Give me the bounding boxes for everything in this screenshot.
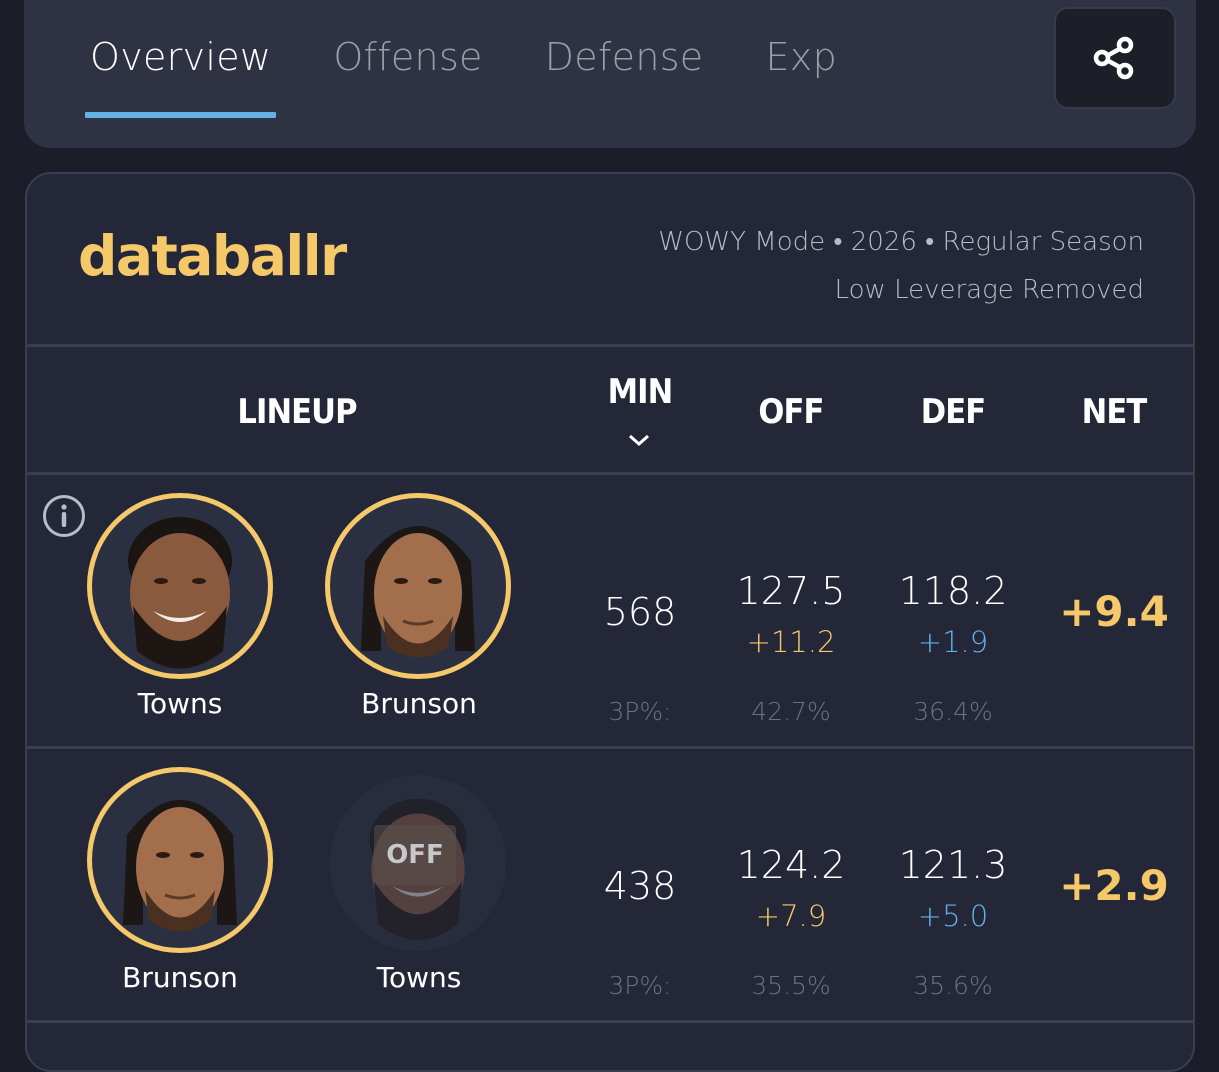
divider [27, 344, 1193, 347]
threep-label: 3P%: [608, 971, 672, 1000]
brand-logo: databallr [78, 224, 347, 288]
threep-label: 3P%: [608, 697, 672, 726]
tab-defense[interactable]: Defense [544, 35, 704, 79]
card-meta: WOWY Mode • 2026 • Regular Season Low Le… [658, 218, 1144, 314]
player-avatar-brunson[interactable] [87, 767, 273, 953]
divider [27, 472, 1193, 475]
def-3p-pct: 35.6% [913, 971, 993, 1000]
player-name: Towns [137, 687, 223, 720]
off-3p-pct: 35.5% [751, 971, 831, 1000]
player-photo [128, 517, 232, 669]
net-rating: +2.9 [1059, 861, 1169, 910]
off-rating: 127.5 [736, 569, 846, 613]
tab-overview[interactable]: Overview [84, 35, 277, 118]
top-tab-bar: Overview Offense Defense Exp [24, 0, 1196, 148]
player-avatar-towns-off[interactable]: OFF [330, 775, 506, 951]
meta-mode-season: WOWY Mode • 2026 • Regular Season [658, 227, 1144, 257]
def-rating: 121.3 [898, 843, 1008, 887]
off-rating: 124.2 [736, 843, 846, 887]
player-name: Towns [376, 961, 462, 994]
player-name: Brunson [122, 961, 238, 994]
header-net[interactable]: NET [1081, 392, 1148, 432]
off-badge: OFF [374, 825, 456, 885]
player-photo [361, 526, 475, 658]
off-delta: +7.9 [755, 899, 827, 933]
divider [27, 746, 1193, 749]
def-3p-pct: 36.4% [913, 697, 993, 726]
share-button[interactable] [1054, 7, 1176, 109]
table-row[interactable]: Towns Brunson 568 127.5 +11.2 118.2 +1.9… [27, 475, 1193, 747]
min-value: 438 [603, 864, 677, 908]
tab-list: Overview Offense Defense Exp [84, 34, 899, 118]
meta-leverage: Low Leverage Removed [834, 275, 1144, 305]
table-header: LINEUP MIN OFF DEF NET [27, 346, 1193, 472]
header-lineup: LINEUP [237, 392, 357, 432]
def-delta: +5.0 [917, 899, 989, 933]
def-delta: +1.9 [917, 625, 989, 659]
divider [27, 1020, 1193, 1023]
player-photo [123, 800, 237, 932]
def-rating: 118.2 [898, 569, 1008, 613]
table-row[interactable]: Brunson OFF Towns 438 124.2 +7.9 121.3 +… [27, 749, 1193, 1021]
player-name: Brunson [361, 687, 477, 720]
tab-offense[interactable]: Offense [333, 35, 483, 79]
info-icon[interactable] [41, 493, 87, 539]
tab-exp[interactable]: Exp [765, 35, 838, 79]
net-rating: +9.4 [1059, 587, 1169, 636]
header-off[interactable]: OFF [758, 392, 824, 432]
chevron-down-icon[interactable] [627, 432, 651, 448]
share-icon [1093, 36, 1134, 80]
player-avatar-towns[interactable] [87, 493, 273, 679]
off-delta: +11.2 [746, 625, 836, 659]
wowy-card: databallr WOWY Mode • 2026 • Regular Sea… [25, 172, 1195, 1072]
player-avatar-brunson[interactable] [325, 493, 511, 679]
header-min[interactable]: MIN [607, 372, 674, 412]
header-def[interactable]: DEF [920, 392, 986, 432]
min-value: 568 [603, 590, 677, 634]
off-3p-pct: 42.7% [751, 697, 831, 726]
